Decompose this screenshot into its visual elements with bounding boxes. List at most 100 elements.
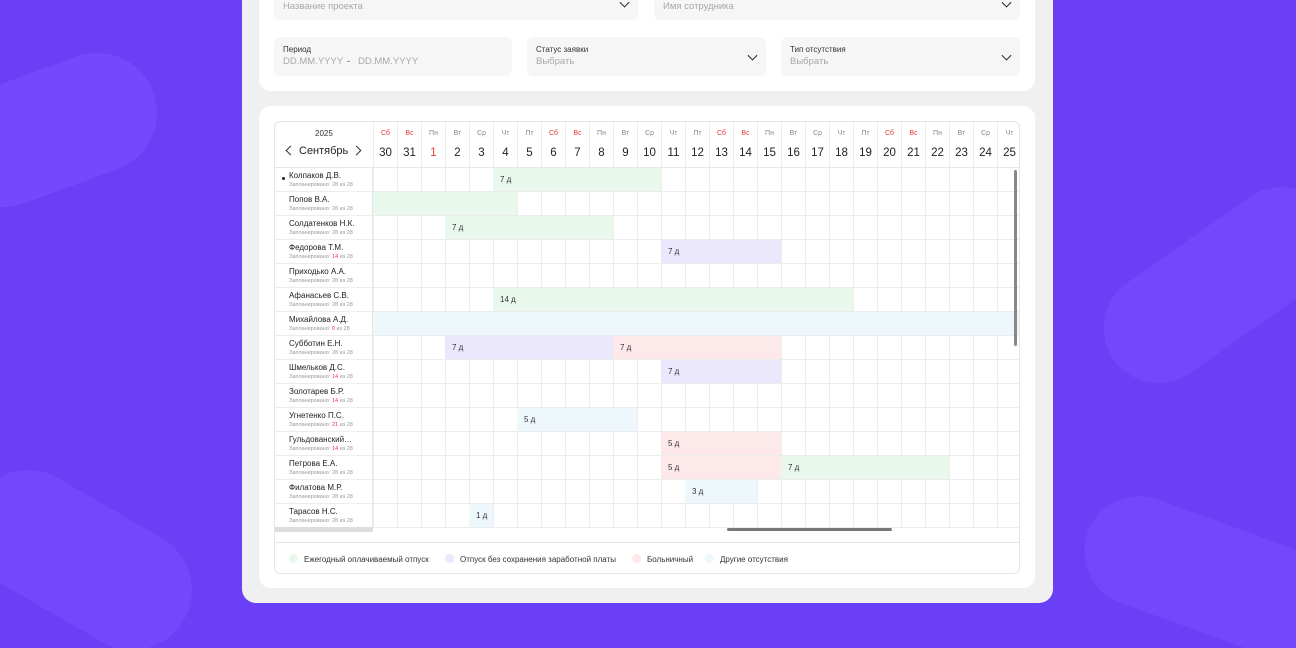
employee-cell[interactable]: Афанасьев С.В. Запланировано: 28 из 28 <box>275 288 373 312</box>
absence-bar[interactable] <box>373 192 517 215</box>
day-cell[interactable] <box>565 384 589 408</box>
day-cell[interactable] <box>637 264 661 288</box>
day-cell[interactable] <box>949 240 973 264</box>
day-cell[interactable] <box>709 408 733 432</box>
day-cell[interactable] <box>589 384 613 408</box>
day-cell[interactable] <box>421 408 445 432</box>
day-cell[interactable] <box>709 384 733 408</box>
day-cell[interactable] <box>997 360 1019 384</box>
day-cell[interactable] <box>469 456 493 480</box>
day-cell[interactable] <box>397 168 421 192</box>
employee-cell[interactable]: Гульдованский… Запланировано: 14 из 28 <box>275 432 373 456</box>
day-cell[interactable] <box>517 432 541 456</box>
vertical-scrollbar[interactable] <box>1014 170 1017 346</box>
day-cell[interactable] <box>925 480 949 504</box>
day-cell[interactable] <box>877 504 901 528</box>
day-cell[interactable] <box>949 408 973 432</box>
day-cell[interactable] <box>589 192 613 216</box>
employee-cell[interactable]: Петрова Е.А. Запланировано: 28 из 28 <box>275 456 373 480</box>
day-cell[interactable] <box>613 432 637 456</box>
day-cell[interactable] <box>373 504 397 528</box>
day-cell[interactable] <box>685 408 709 432</box>
day-cell[interactable] <box>397 384 421 408</box>
day-cell[interactable] <box>637 504 661 528</box>
day-cell[interactable] <box>541 432 565 456</box>
day-cell[interactable] <box>613 480 637 504</box>
day-cell[interactable] <box>805 384 829 408</box>
absence-bar[interactable]: 5 д <box>517 408 637 431</box>
day-cell[interactable] <box>949 432 973 456</box>
day-cell[interactable] <box>709 504 733 528</box>
day-cell[interactable] <box>661 264 685 288</box>
day-cell[interactable] <box>925 504 949 528</box>
day-cell[interactable] <box>997 288 1019 312</box>
day-cell[interactable] <box>781 336 805 360</box>
day-cell[interactable] <box>373 288 397 312</box>
day-cell[interactable] <box>877 264 901 288</box>
day-cell[interactable] <box>973 216 997 240</box>
absence-type-select[interactable]: Тип отсутствия Выбрать <box>781 37 1020 76</box>
day-cell[interactable] <box>589 480 613 504</box>
day-cell[interactable] <box>805 240 829 264</box>
day-cell[interactable] <box>853 240 877 264</box>
day-cell[interactable] <box>685 264 709 288</box>
day-cell[interactable] <box>469 408 493 432</box>
day-cell[interactable] <box>517 360 541 384</box>
day-cell[interactable] <box>877 480 901 504</box>
day-cell[interactable] <box>517 192 541 216</box>
day-cell[interactable] <box>637 240 661 264</box>
day-cell[interactable] <box>853 480 877 504</box>
day-cell[interactable] <box>853 168 877 192</box>
day-cell[interactable] <box>373 384 397 408</box>
day-cell[interactable] <box>445 168 469 192</box>
period-to-input[interactable]: DD.MM.YYYY <box>358 56 419 67</box>
day-cell[interactable] <box>757 504 781 528</box>
day-cell[interactable] <box>805 504 829 528</box>
day-cell[interactable] <box>589 360 613 384</box>
day-cell[interactable] <box>853 216 877 240</box>
day-cell[interactable] <box>781 192 805 216</box>
day-cell[interactable] <box>637 408 661 432</box>
day-cell[interactable] <box>709 168 733 192</box>
day-cell[interactable] <box>877 384 901 408</box>
day-cell[interactable] <box>541 480 565 504</box>
day-cell[interactable] <box>733 264 757 288</box>
day-cell[interactable] <box>757 192 781 216</box>
employee-cell[interactable]: Федорова Т.М. Запланировано: 14 из 28 <box>275 240 373 264</box>
day-cell[interactable] <box>997 480 1019 504</box>
day-cell[interactable] <box>445 360 469 384</box>
day-cell[interactable] <box>805 408 829 432</box>
day-cell[interactable] <box>493 432 517 456</box>
day-cell[interactable] <box>565 504 589 528</box>
day-cell[interactable] <box>877 168 901 192</box>
day-cell[interactable] <box>637 432 661 456</box>
day-cell[interactable] <box>829 216 853 240</box>
absence-bar[interactable]: 7 д <box>781 456 949 479</box>
day-cell[interactable] <box>445 408 469 432</box>
employee-cell[interactable]: Солдатенков Н.К. Запланировано: 28 из 28 <box>275 216 373 240</box>
day-cell[interactable] <box>949 384 973 408</box>
day-cell[interactable] <box>757 384 781 408</box>
day-cell[interactable] <box>661 480 685 504</box>
absence-bar[interactable]: 14 д <box>493 288 853 311</box>
day-cell[interactable] <box>901 336 925 360</box>
day-cell[interactable] <box>373 360 397 384</box>
chevron-left-icon[interactable] <box>285 145 296 156</box>
day-cell[interactable] <box>565 360 589 384</box>
day-cell[interactable] <box>925 288 949 312</box>
absence-bar[interactable]: 7 д <box>493 168 661 191</box>
day-cell[interactable] <box>469 360 493 384</box>
status-select[interactable]: Статус заявки Выбрать <box>527 37 766 76</box>
day-cell[interactable] <box>421 216 445 240</box>
day-cell[interactable] <box>517 240 541 264</box>
day-cell[interactable] <box>397 240 421 264</box>
day-cell[interactable] <box>397 360 421 384</box>
employee-cell[interactable]: Субботин Е.Н. Запланировано: 28 из 28 <box>275 336 373 360</box>
day-cell[interactable] <box>853 264 877 288</box>
day-cell[interactable] <box>613 240 637 264</box>
day-cell[interactable] <box>997 432 1019 456</box>
day-cell[interactable] <box>589 264 613 288</box>
day-cell[interactable] <box>805 168 829 192</box>
day-cell[interactable] <box>613 456 637 480</box>
day-cell[interactable] <box>733 168 757 192</box>
